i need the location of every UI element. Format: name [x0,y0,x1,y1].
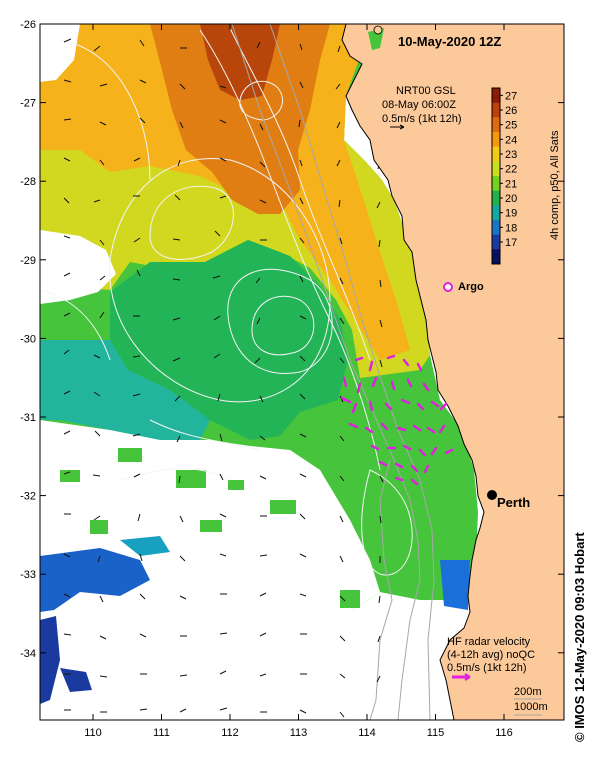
lat-tick-label: -34 [20,648,36,660]
model-info-line3: 0.5m/s (1kt 12h) [382,113,461,125]
colorbar-swatch [492,88,500,104]
land-mass [341,24,564,720]
map-area [40,24,564,720]
hf-radar-vectors [340,354,454,486]
lon-tick-label: 115 [427,727,445,739]
perth-label: Perth [497,495,530,510]
lat-tick-label: -26 [20,19,36,31]
bathy-legend-1000m-label: 1000m [514,701,548,713]
argo-label: Argo [458,281,484,293]
model-info-line1: NRT00 GSL [396,85,456,97]
colorbar [492,88,503,265]
lon-tick-label: 111 [153,727,170,739]
lon-tick-labels: 110 111 112 113 114 115 116 [84,727,513,739]
colorbar-swatch [492,205,500,221]
lon-tick-label: 110 [84,727,102,739]
no-data-regions [40,24,380,720]
colorbar-tick-label: 26 [505,105,517,117]
colorbar-tick-label: 20 [505,193,517,205]
colorbar-tick-label: 18 [505,222,517,234]
argo-marker [443,282,453,292]
lon-tick-label: 112 [221,727,239,739]
lat-tick-label: -33 [20,569,36,581]
hf-radar-line3: 0.5m/s (1kt 12h) [447,662,526,674]
lat-tick-label: -27 [20,98,36,110]
colorbar-tick-label: 24 [505,134,517,146]
lat-tick-label: -31 [20,412,36,424]
lat-tick-label: -32 [20,491,36,503]
hf-radar-line2: (4-12h avg) noQC [447,649,535,661]
colorbar-swatch [492,249,500,265]
colorbar-tick-label: 21 [505,178,517,190]
colorbar-tick-label: 17 [505,237,517,249]
model-info-line2: 08-May 06:00Z [382,99,456,111]
lon-tick-label: 114 [358,727,376,739]
colorbar-swatch [492,146,500,162]
lat-tick-label: -30 [20,333,36,345]
lat-tick-labels: -26 -27 -28 -29 -30 -31 -32 -33 -34 [20,19,36,660]
hf-radar-line1: HF radar velocity [447,636,531,648]
colorbar-swatch [492,220,500,236]
colorbar-tick-label: 19 [505,208,517,220]
model-legend-vector [390,124,405,130]
island-dot [373,25,383,35]
colorbar-tick-label: 27 [505,90,517,102]
colorbar-tick-label: 22 [505,164,517,176]
map-frame [39,23,565,721]
colorbar-swatch [492,132,500,148]
current-vectors [63,38,384,718]
colorbar-swatch [492,190,500,206]
colorbar-swatch [492,234,500,250]
credit-text: © IMOS 12-May-2020 09:03 Hobart [572,532,587,742]
colorbar-swatch [492,102,500,118]
bathymetry-contours [231,24,435,720]
colorbar-swatch [492,117,500,133]
colorbar-frame [491,87,501,265]
lon-tick-label: 113 [290,727,308,739]
colorbar-label: 4h comp, p50, All Sats [549,130,561,240]
scattered-patches [60,448,360,608]
lat-tick-label: -28 [20,176,36,188]
map-timestamp: 10-May-2020 12Z [398,34,501,49]
colorbar-swatch [492,176,500,192]
axis-ticks [40,23,564,720]
colorbar-tick-label: 23 [505,149,517,161]
colorbar-tick-labels: 27 26 25 24 23 22 21 20 19 18 17 [505,90,517,249]
bathy-legend-200m-label: 200m [514,686,542,698]
lat-tick-label: -29 [20,255,36,267]
colorbar-tick-label: 25 [505,120,517,132]
perth-marker [487,490,497,500]
hf-legend-arrowhead [464,673,471,681]
lon-tick-label: 116 [495,727,513,739]
colorbar-swatch [492,161,500,177]
